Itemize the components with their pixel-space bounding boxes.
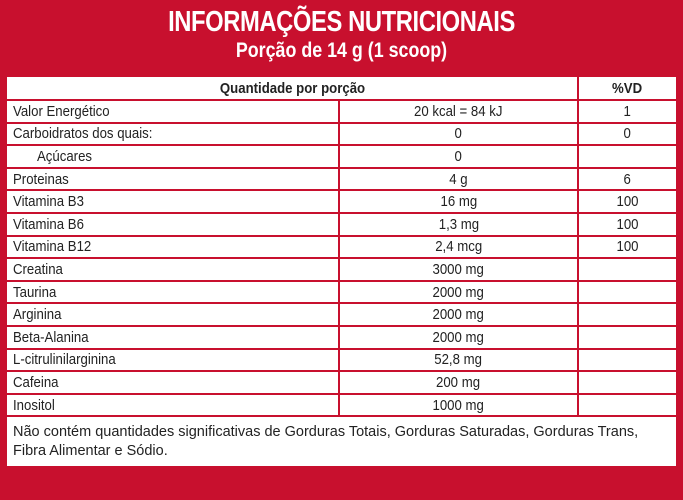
nutrient-dv [577,144,679,169]
nutrient-dv: 0 [577,121,679,147]
nutrient-dv [577,257,679,282]
nutrient-amount: 16 mg [337,189,580,214]
nutrient-amount: 4 g [337,166,580,192]
nutrient-amount: 200 mg [337,370,580,395]
table-row: Cafeina 200 mg [5,370,679,395]
nutrient-amount: 0 [337,121,580,147]
nutrient-name: Arginina [5,302,340,327]
nutrient-name: L-citrulinilarginina [5,347,340,373]
table-row: Taurina 2000 mg [5,279,679,305]
nutrient-amount: 1,3 mg [337,211,580,237]
nutrient-amount: 1000 mg [337,392,580,418]
table-row: Vitamina B3 16 mg 100 [5,189,679,214]
nutrient-name: Proteinas [5,166,340,192]
nutrient-dv [577,302,679,327]
header-dv: %VD [577,75,679,101]
nutrient-dv [577,347,679,373]
nutrient-dv [577,324,679,350]
nutrient-name: Carboidratos dos quais: [5,121,340,147]
nutrient-name: Beta-Alanina [5,324,340,350]
table-row: Creatina 3000 mg [5,257,679,282]
table-row: Vitamina B12 2,4 mcg 100 [5,234,679,260]
nutrient-dv: 100 [577,189,679,214]
nutrient-dv: 100 [577,234,679,260]
header-quantity: Quantidade por porção [4,75,580,101]
table-row: Vitamina B6 1,3 mg 100 [5,211,679,237]
nutrient-name: Açúcares [5,144,340,169]
table-row: L-citrulinilarginina 52,8 mg [5,347,679,373]
nutrient-amount: 52,8 mg [337,347,580,373]
nutrient-dv [577,392,679,418]
nutrient-amount: 3000 mg [337,257,580,282]
nutrient-name: Vitamina B6 [5,211,340,237]
table-row: Açúcares 0 [5,144,679,169]
nutrient-amount: 2,4 mcg [337,234,580,260]
nutrition-table: Quantidade por porção %VD Valor Energéti… [4,75,679,469]
nutrient-dv: 100 [577,211,679,237]
table-row: Inositol 1000 mg [5,392,679,418]
nutrient-amount: 0 [337,144,580,169]
nutrient-name: Taurina [5,279,340,305]
nutrient-dv: 1 [577,99,679,124]
table-header-row: Quantidade por porção %VD [4,75,679,101]
nutrient-name: Creatina [5,257,340,282]
serving-size: Porção de 14 g (1 scoop) [235,39,448,62]
nutrient-name: Cafeina [5,370,340,395]
nutrient-dv: 6 [577,166,679,192]
table-row: Valor Energético 20 kcal = 84 kJ 1 [5,99,679,124]
table-row: Carboidratos dos quais: 0 0 [5,121,679,147]
nutrient-amount: 2000 mg [337,324,580,350]
table-row: Arginina 2000 mg [5,302,679,327]
panel-title: INFORMAÇÕES NUTRICIONAIS [168,6,515,38]
nutrient-dv [577,279,679,305]
nutrient-amount: 2000 mg [337,302,580,327]
nutrient-amount: 2000 mg [337,279,580,305]
nutrient-name: Valor Energético [5,99,340,124]
nutrient-name: Vitamina B12 [5,234,340,260]
nutrient-amount: 20 kcal = 84 kJ [337,99,580,124]
nutrient-name: Inositol [5,392,340,418]
table-row: Beta-Alanina 2000 mg [5,324,679,350]
footnote-row: Não contém quantidades significativas de… [4,415,679,469]
footnote: Não contém quantidades significativas de… [4,415,679,469]
nutrient-dv [577,370,679,395]
nutrient-name: Vitamina B3 [5,189,340,214]
